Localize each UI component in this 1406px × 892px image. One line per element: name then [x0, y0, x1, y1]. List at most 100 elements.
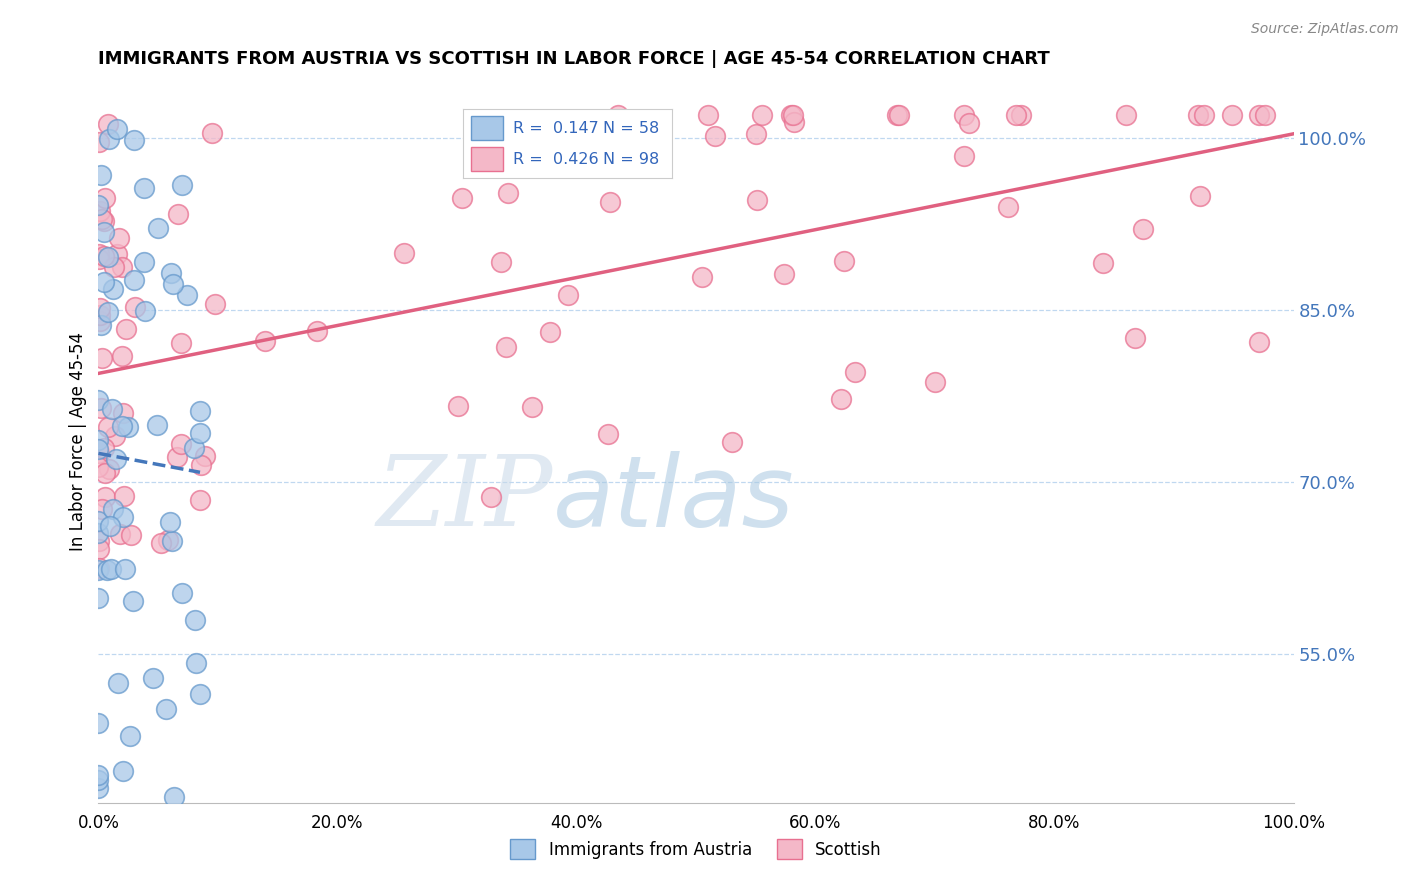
- Point: [112, 489, 135, 503]
- Point: [953, 149, 976, 163]
- Point: [188, 403, 211, 417]
- Point: [87, 198, 110, 212]
- Point: [160, 266, 183, 280]
- Point: [104, 429, 127, 443]
- Point: [751, 108, 773, 122]
- Point: [87, 773, 110, 788]
- Point: [957, 116, 980, 130]
- Point: [87, 768, 110, 782]
- Point: [188, 426, 211, 441]
- Point: [132, 181, 155, 195]
- Point: [87, 442, 110, 456]
- Point: [834, 253, 856, 268]
- Point: [87, 392, 110, 407]
- Point: [142, 671, 165, 685]
- Point: [844, 365, 866, 379]
- Point: [745, 128, 768, 142]
- Point: [538, 325, 561, 339]
- Point: [997, 200, 1019, 214]
- Point: [1132, 222, 1154, 236]
- Point: [124, 273, 146, 287]
- Point: [87, 563, 110, 577]
- Point: [1004, 108, 1026, 122]
- Point: [118, 729, 141, 743]
- Point: [97, 117, 120, 131]
- Point: [90, 401, 112, 415]
- Point: [520, 400, 543, 414]
- Point: [1115, 108, 1137, 122]
- Point: [704, 128, 727, 143]
- Point: [93, 275, 115, 289]
- Point: [94, 490, 117, 504]
- Point: [1187, 108, 1209, 122]
- Text: Source: ZipAtlas.com: Source: ZipAtlas.com: [1251, 22, 1399, 37]
- Point: [103, 260, 125, 275]
- Point: [87, 591, 110, 606]
- Point: [184, 613, 207, 627]
- Text: atlas: atlas: [553, 450, 794, 548]
- Text: R =  0.426: R = 0.426: [513, 152, 599, 167]
- Point: [111, 764, 134, 778]
- Point: [1254, 108, 1277, 122]
- Point: [87, 445, 110, 459]
- Point: [599, 195, 621, 210]
- Point: [188, 493, 211, 508]
- Point: [87, 135, 110, 149]
- Point: [108, 527, 131, 541]
- Point: [93, 226, 115, 240]
- Point: [94, 191, 117, 205]
- Point: [159, 515, 181, 529]
- Point: [148, 221, 170, 235]
- Point: [124, 301, 146, 315]
- Point: [146, 418, 169, 433]
- Point: [167, 207, 190, 221]
- Point: [194, 450, 217, 464]
- Point: [107, 676, 129, 690]
- Point: [111, 260, 134, 274]
- Point: [87, 715, 110, 730]
- Y-axis label: In Labor Force | Age 45-54: In Labor Force | Age 45-54: [69, 332, 87, 551]
- Point: [887, 108, 910, 122]
- Point: [170, 335, 193, 350]
- Bar: [471, 116, 503, 140]
- Point: [183, 441, 205, 455]
- Point: [172, 586, 194, 600]
- Point: [87, 526, 110, 541]
- Point: [188, 687, 211, 701]
- Point: [149, 536, 172, 550]
- Point: [1189, 189, 1212, 203]
- Point: [204, 297, 226, 311]
- Point: [87, 780, 110, 795]
- Point: [924, 375, 946, 389]
- Point: [115, 321, 138, 335]
- Point: [155, 702, 177, 716]
- Point: [87, 433, 110, 447]
- Legend: Immigrants from Austria, Scottish: Immigrants from Austria, Scottish: [510, 839, 882, 860]
- Point: [89, 541, 111, 556]
- Point: [97, 132, 120, 146]
- Point: [745, 193, 768, 207]
- Point: [1092, 255, 1115, 269]
- Point: [450, 190, 472, 204]
- Point: [690, 269, 713, 284]
- Text: N = 98: N = 98: [603, 152, 659, 167]
- Point: [134, 255, 156, 269]
- Point: [101, 502, 124, 516]
- Point: [721, 435, 744, 450]
- Point: [112, 509, 135, 524]
- Text: N = 58: N = 58: [603, 121, 659, 136]
- Point: [98, 518, 122, 533]
- Text: IMMIGRANTS FROM AUSTRIA VS SCOTTISH IN LABOR FORCE | AGE 45-54 CORRELATION CHART: IMMIGRANTS FROM AUSTRIA VS SCOTTISH IN L…: [98, 50, 1050, 68]
- Point: [157, 533, 180, 548]
- Point: [121, 594, 143, 608]
- Point: [93, 441, 115, 455]
- Point: [830, 392, 852, 406]
- Point: [557, 287, 579, 301]
- Point: [134, 304, 156, 318]
- Point: [87, 561, 110, 575]
- Point: [100, 562, 122, 576]
- Point: [481, 490, 503, 504]
- Point: [596, 426, 619, 441]
- Point: [87, 534, 110, 549]
- Point: [886, 108, 908, 122]
